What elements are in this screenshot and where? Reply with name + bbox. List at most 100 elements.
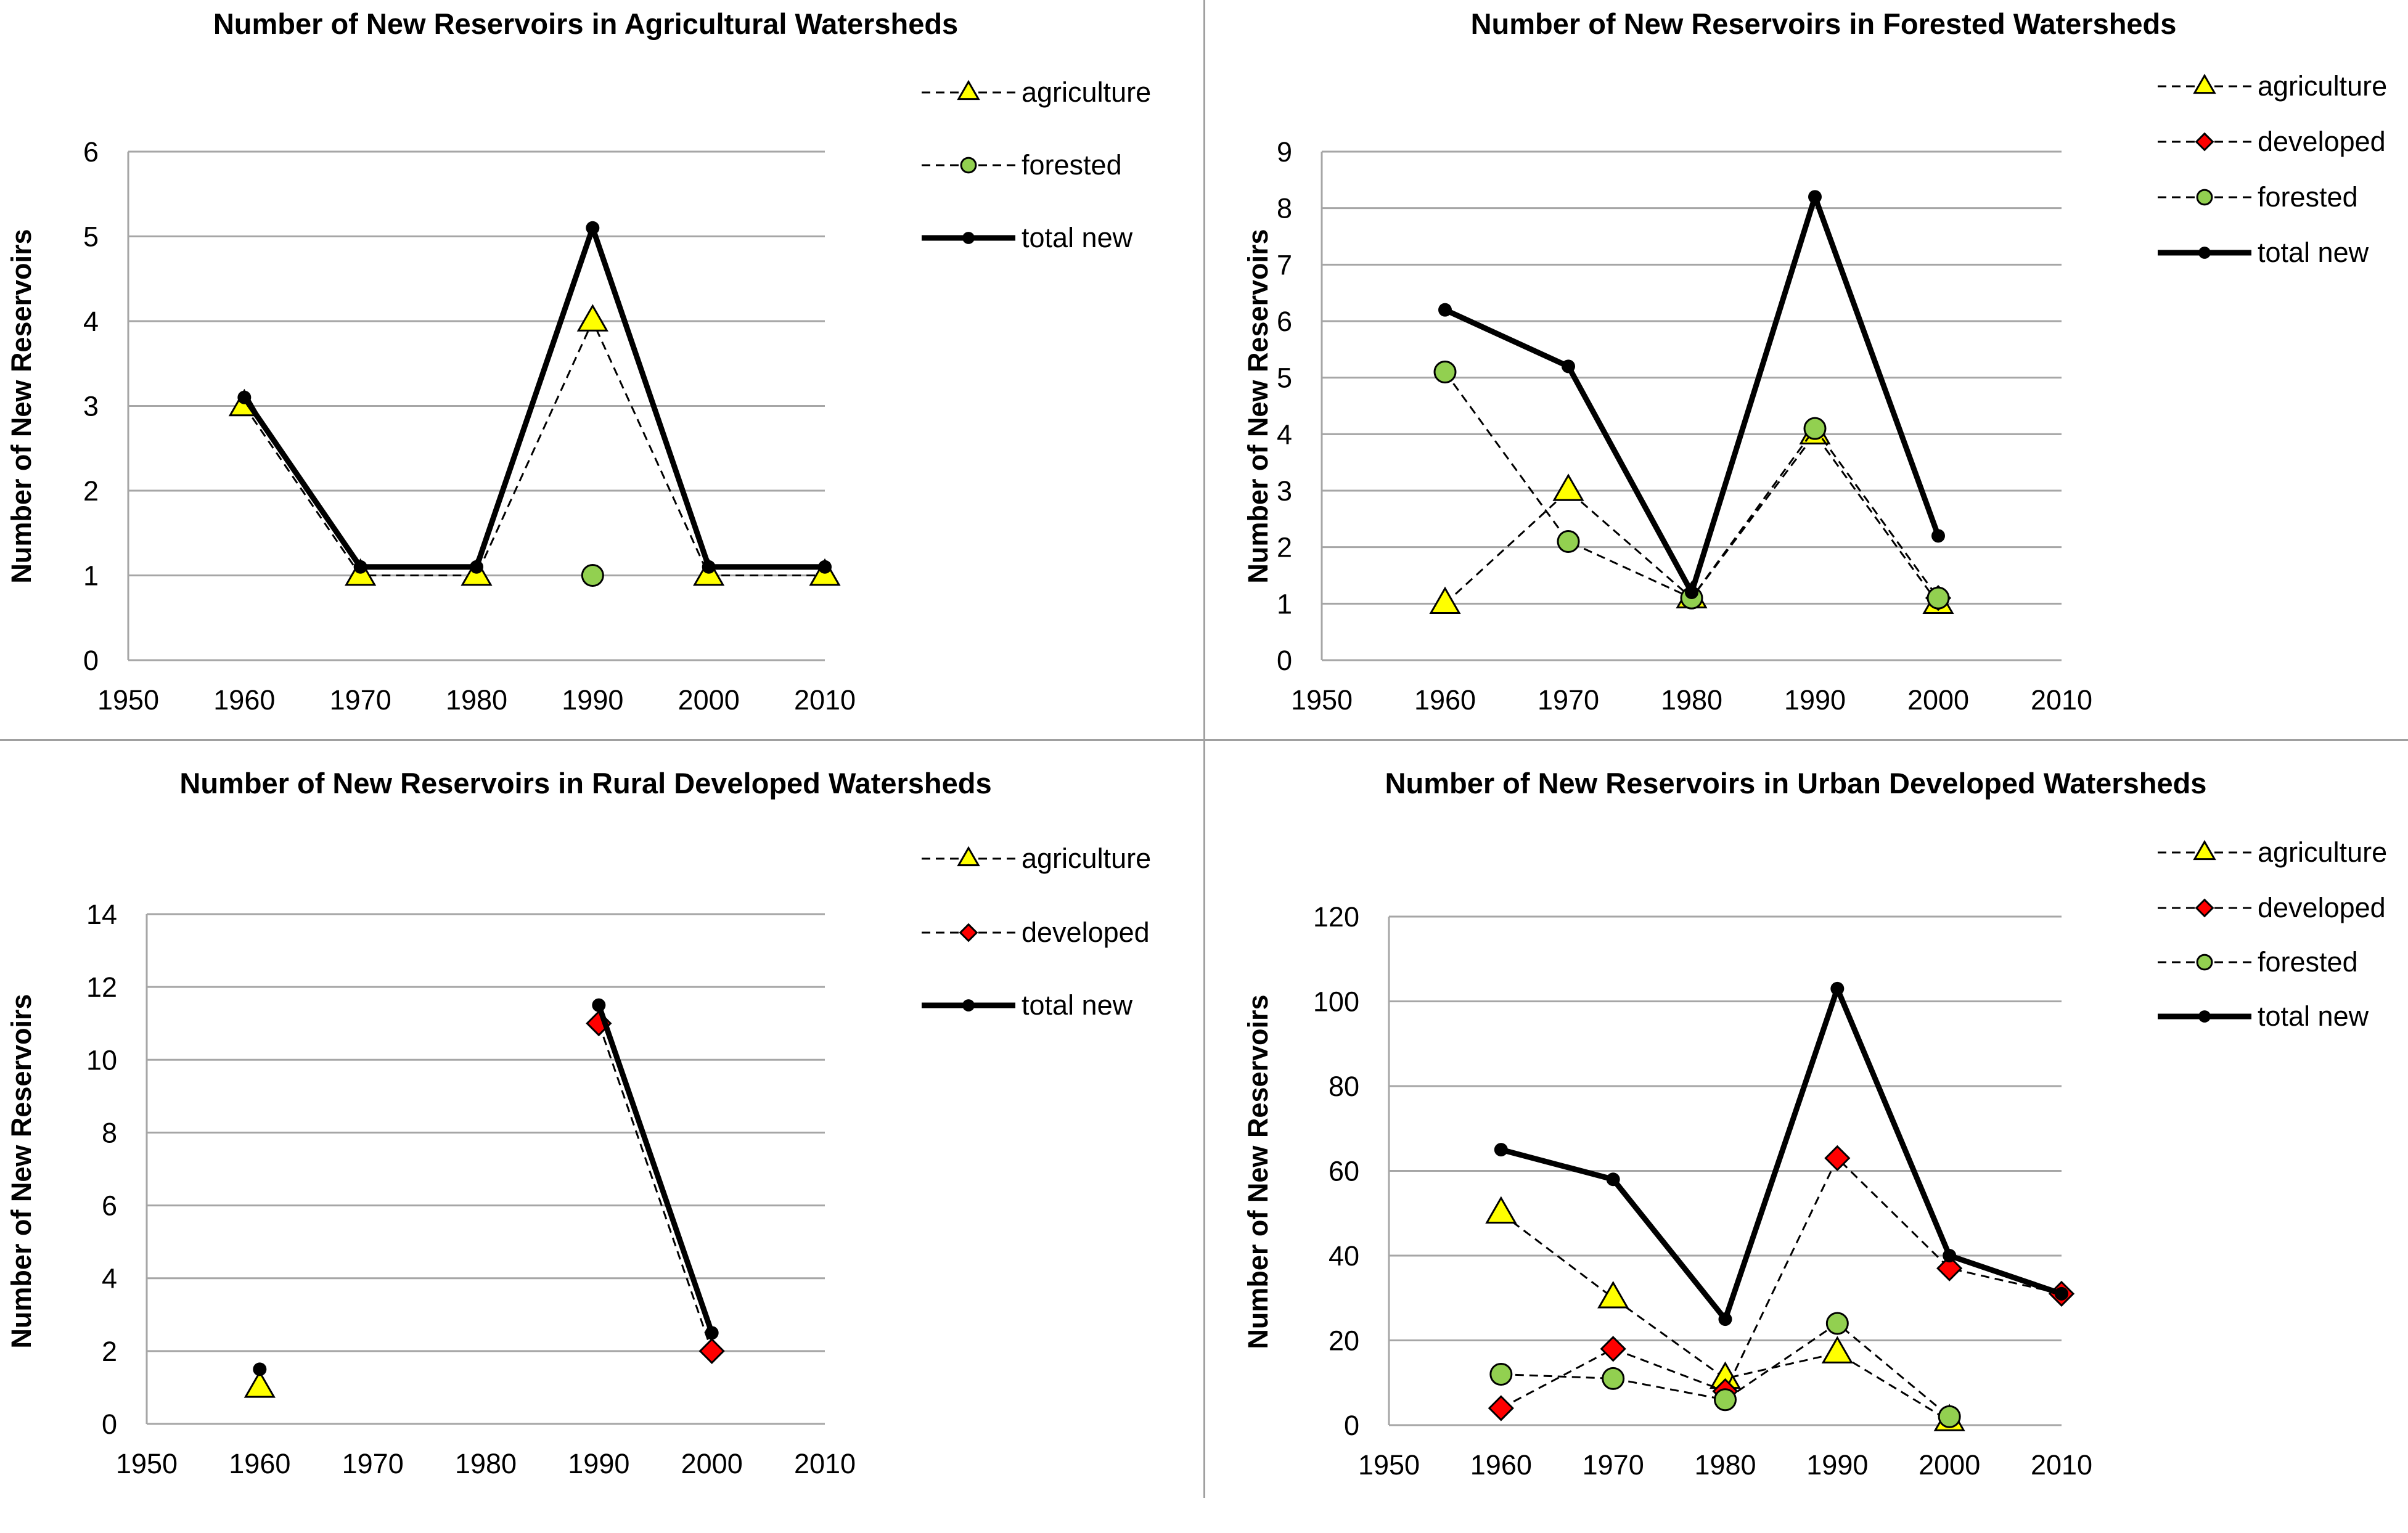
legend-item: total new — [922, 989, 1133, 1021]
series-line — [1444, 433, 1939, 605]
y-tick-label: 2 — [102, 1336, 117, 1367]
series-developed — [1488, 1145, 2075, 1421]
data-point — [586, 221, 600, 235]
x-tick-label: 1960 — [1414, 684, 1476, 716]
legend-label: developed — [2258, 892, 2386, 923]
series-forested — [1433, 361, 1950, 610]
chart-title: Number of New Reservoirs in Agricultural… — [213, 7, 958, 40]
legend-label: developed — [1022, 917, 1150, 948]
vertical-divider — [1203, 0, 1205, 1498]
y-tick-label: 4 — [102, 1263, 117, 1294]
data-point — [698, 1338, 725, 1364]
chart-title: Number of New Reservoirs in Urban Develo… — [1385, 767, 2207, 799]
chart-title: Number of New Reservoirs in Forested Wat… — [1471, 7, 2177, 40]
x-tick-label: 1990 — [1806, 1449, 1868, 1481]
x-tick-label: 1980 — [1694, 1449, 1756, 1481]
x-tick-label: 1950 — [116, 1448, 178, 1479]
legend-label: developed — [2258, 126, 2386, 157]
legend-label: agriculture — [1022, 843, 1151, 874]
y-tick-label: 1 — [1277, 588, 1292, 619]
y-tick-label: 5 — [83, 221, 99, 253]
legend-label: total new — [1022, 989, 1133, 1021]
y-axis-title: Number of New Reservoirs — [1242, 994, 1274, 1349]
y-axis-title: Number of New Reservoirs — [6, 994, 37, 1348]
x-tick-label: 2000 — [681, 1448, 743, 1479]
data-point — [1714, 1388, 1737, 1412]
y-tick-label: 0 — [83, 645, 99, 676]
y-axis-title: Number of New Reservoirs — [6, 229, 37, 583]
y-tick-label: 60 — [1329, 1156, 1359, 1187]
data-point — [1602, 1367, 1625, 1390]
x-tick-label: 2010 — [2031, 1449, 2092, 1481]
y-tick-label: 3 — [1277, 475, 1292, 507]
x-tick-label: 1980 — [1661, 684, 1722, 716]
y-tick-label: 2 — [83, 475, 99, 507]
data-point — [353, 560, 367, 574]
legend-item: total new — [2158, 237, 2369, 268]
series-line — [596, 1004, 715, 1334]
series-line — [1444, 194, 1941, 595]
series-line — [1444, 371, 1939, 599]
legend-item: agriculture — [2158, 70, 2387, 102]
x-tick-label: 1970 — [1538, 684, 1599, 716]
legend-item: developed — [922, 917, 1150, 948]
data-point — [581, 564, 604, 587]
data-point — [1597, 1280, 1629, 1309]
legend-marker — [2196, 189, 2213, 206]
x-tick-label: 1980 — [455, 1448, 517, 1479]
legend-item: agriculture — [922, 76, 1151, 108]
series-total-new — [1494, 981, 2068, 1327]
x-tick-label: 1990 — [1784, 684, 1846, 716]
y-tick-label: 0 — [1277, 645, 1292, 676]
data-point — [1825, 1312, 1849, 1335]
y-tick-label: 6 — [83, 136, 99, 168]
legend-label: total new — [2258, 1000, 2369, 1032]
series-total-new — [253, 998, 719, 1376]
data-point — [1821, 1336, 1853, 1363]
y-tick-label: 12 — [86, 971, 117, 1003]
legend-marker — [957, 846, 980, 867]
data-point — [1927, 586, 1950, 610]
data-point — [818, 560, 832, 574]
data-point — [705, 1326, 719, 1340]
series-line — [1500, 1212, 1950, 1422]
data-point — [1489, 1363, 1513, 1386]
y-tick-label: 10 — [86, 1044, 117, 1076]
series-line — [242, 225, 825, 570]
legend-marker — [2198, 1010, 2211, 1023]
legend-marker — [2193, 73, 2216, 94]
data-point — [592, 998, 606, 1012]
y-tick-label: 3 — [83, 391, 99, 422]
legend-marker — [2195, 898, 2214, 918]
series-forested — [1489, 1312, 1961, 1428]
legend-label: forested — [2258, 946, 2358, 978]
x-tick-label: 1990 — [562, 684, 623, 716]
data-point — [1830, 981, 1845, 995]
series-line — [1501, 1322, 1951, 1418]
x-tick-label: 1970 — [342, 1448, 404, 1479]
x-tick-label: 2010 — [794, 684, 856, 716]
legend-item: developed — [2158, 126, 2386, 157]
legend-marker — [960, 157, 977, 174]
series-total-new — [1438, 190, 1945, 599]
y-tick-label: 1 — [83, 560, 99, 592]
legend-label: agriculture — [2258, 836, 2387, 868]
data-point — [1552, 473, 1584, 501]
y-tick-label: 4 — [83, 306, 99, 337]
series-line — [1500, 986, 2063, 1322]
data-point — [2055, 1286, 2068, 1301]
data-point — [244, 1370, 276, 1398]
y-tick-label: 120 — [1313, 901, 1359, 933]
series-line — [597, 1023, 713, 1352]
x-tick-label: 1990 — [568, 1448, 629, 1479]
data-point — [1606, 1172, 1620, 1187]
data-point — [1557, 530, 1580, 553]
x-tick-label: 2000 — [678, 684, 740, 716]
legend-label: forested — [2258, 181, 2358, 213]
data-point — [1600, 1336, 1626, 1362]
chart-rural-developed-svg: Number of New Reservoirs in Rural Develo… — [6, 767, 1151, 1479]
data-point — [1824, 1145, 1851, 1171]
legend-label: forested — [1022, 149, 1122, 181]
data-point — [237, 390, 252, 404]
legend-label: total new — [1022, 222, 1133, 253]
